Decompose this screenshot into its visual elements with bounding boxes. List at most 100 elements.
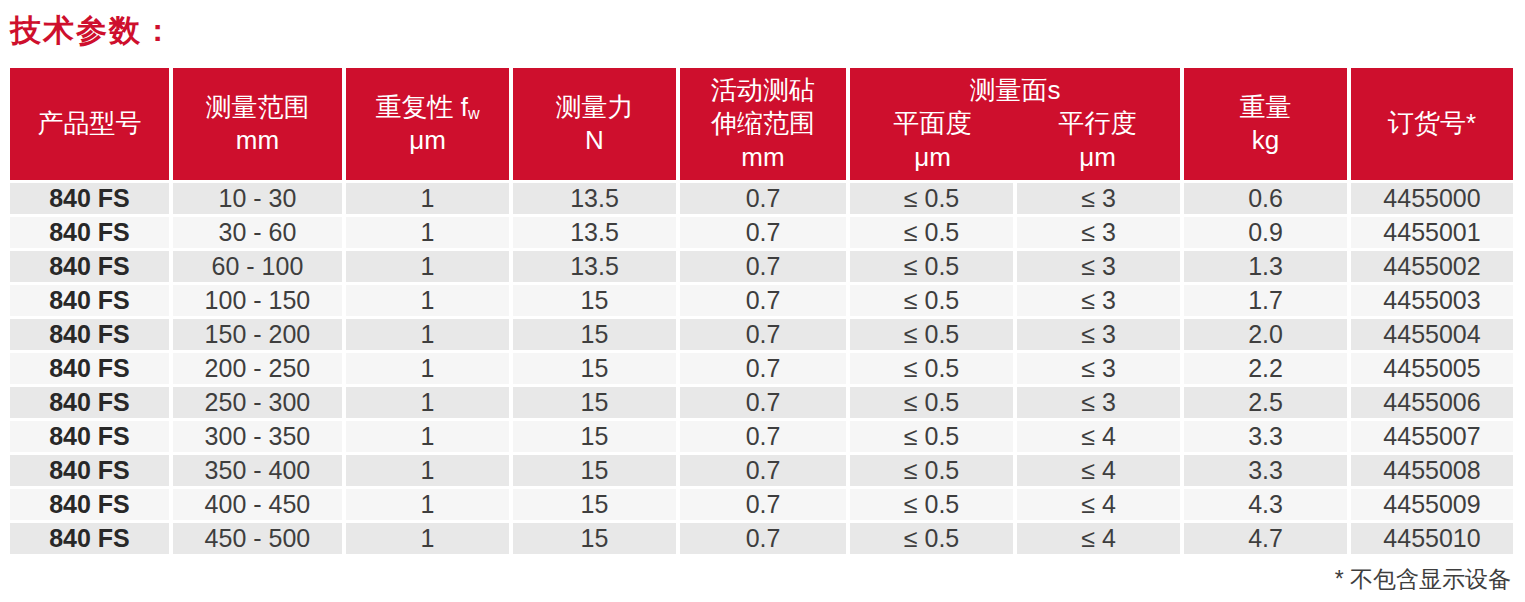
cell-repeatability: 1	[344, 182, 511, 216]
page: 技术参数 : 产品型号 测量范围 mm 重复性 fw	[0, 0, 1525, 595]
cell-order-number: 4455010	[1349, 522, 1513, 556]
cell-product-model: 840 FS	[10, 318, 171, 352]
cell-measuring-range: 150 - 200	[171, 318, 344, 352]
cell-anvil-range: 0.7	[678, 420, 848, 454]
table-row: 840 FS250 - 3001150.7≤ 0.5≤ 32.54455006	[10, 386, 1513, 420]
table-row: 840 FS450 - 5001150.7≤ 0.5≤ 44.74455010	[10, 522, 1513, 556]
cell-flatness: ≤ 0.5	[848, 488, 1015, 522]
cell-measuring-range: 300 - 350	[171, 420, 344, 454]
header-measuring-faces-title: 测量面s	[850, 74, 1180, 107]
cell-parallelism: ≤ 4	[1015, 420, 1182, 454]
cell-flatness: ≤ 0.5	[848, 352, 1015, 386]
cell-weight: 1.7	[1182, 284, 1349, 318]
cell-weight: 4.3	[1182, 488, 1349, 522]
cell-product-model: 840 FS	[10, 352, 171, 386]
table-row: 840 FS150 - 2001150.7≤ 0.5≤ 32.04455004	[10, 318, 1513, 352]
cell-product-model: 840 FS	[10, 420, 171, 454]
cell-repeatability: 1	[344, 386, 511, 420]
header-anvil-range: 活动测砧 伸缩范围 mm	[678, 68, 848, 182]
header-weight: 重量 kg	[1182, 68, 1349, 182]
cell-flatness: ≤ 0.5	[848, 386, 1015, 420]
cell-weight: 1.3	[1182, 250, 1349, 284]
cell-flatness: ≤ 0.5	[848, 284, 1015, 318]
cell-anvil-range: 0.7	[678, 284, 848, 318]
cell-flatness: ≤ 0.5	[848, 216, 1015, 250]
cell-measuring-force: 15	[511, 352, 678, 386]
cell-parallelism: ≤ 3	[1015, 386, 1182, 420]
cell-weight: 4.7	[1182, 522, 1349, 556]
cell-repeatability: 1	[344, 284, 511, 318]
cell-measuring-range: 100 - 150	[171, 284, 344, 318]
table-row: 840 FS100 - 1501150.7≤ 0.5≤ 31.74455003	[10, 284, 1513, 318]
cell-measuring-force: 15	[511, 318, 678, 352]
cell-measuring-force: 15	[511, 522, 678, 556]
cell-measuring-force: 13.5	[511, 182, 678, 216]
cell-repeatability: 1	[344, 352, 511, 386]
cell-anvil-range: 0.7	[678, 250, 848, 284]
header-product-model: 产品型号	[10, 68, 171, 182]
cell-anvil-range: 0.7	[678, 386, 848, 420]
header-measuring-force: 测量力 N	[511, 68, 678, 182]
table-row: 840 FS60 - 100113.50.7≤ 0.5≤ 31.34455002	[10, 250, 1513, 284]
cell-anvil-range: 0.7	[678, 216, 848, 250]
cell-weight: 3.3	[1182, 454, 1349, 488]
cell-anvil-range: 0.7	[678, 488, 848, 522]
cell-anvil-range: 0.7	[678, 522, 848, 556]
cell-flatness: ≤ 0.5	[848, 182, 1015, 216]
table-row: 840 FS400 - 4501150.7≤ 0.5≤ 44.34455009	[10, 488, 1513, 522]
cell-parallelism: ≤ 3	[1015, 216, 1182, 250]
cell-product-model: 840 FS	[10, 216, 171, 250]
cell-measuring-range: 30 - 60	[171, 216, 344, 250]
cell-measuring-range: 60 - 100	[171, 250, 344, 284]
table-row: 840 FS30 - 60113.50.7≤ 0.5≤ 30.94455001	[10, 216, 1513, 250]
table-row: 840 FS200 - 2501150.7≤ 0.5≤ 32.24455005	[10, 352, 1513, 386]
table-row: 840 FS300 - 3501150.7≤ 0.5≤ 43.34455007	[10, 420, 1513, 454]
cell-measuring-force: 15	[511, 284, 678, 318]
cell-product-model: 840 FS	[10, 522, 171, 556]
cell-product-model: 840 FS	[10, 284, 171, 318]
cell-flatness: ≤ 0.5	[848, 318, 1015, 352]
cell-weight: 2.5	[1182, 386, 1349, 420]
cell-order-number: 4455003	[1349, 284, 1513, 318]
table-row: 840 FS350 - 4001150.7≤ 0.5≤ 43.34455008	[10, 454, 1513, 488]
header-flatness: 平面度 μm	[850, 107, 1015, 174]
cell-repeatability: 1	[344, 318, 511, 352]
cell-measuring-force: 15	[511, 386, 678, 420]
cell-order-number: 4455006	[1349, 386, 1513, 420]
cell-weight: 3.3	[1182, 420, 1349, 454]
cell-anvil-range: 0.7	[678, 318, 848, 352]
cell-product-model: 840 FS	[10, 488, 171, 522]
cell-anvil-range: 0.7	[678, 454, 848, 488]
cell-parallelism: ≤ 4	[1015, 454, 1182, 488]
cell-flatness: ≤ 0.5	[848, 522, 1015, 556]
cell-repeatability: 1	[344, 454, 511, 488]
cell-parallelism: ≤ 3	[1015, 250, 1182, 284]
table-header: 产品型号 测量范围 mm 重复性 fw μm 测量力 N 活动测砧 伸缩范围	[10, 68, 1513, 182]
cell-flatness: ≤ 0.5	[848, 454, 1015, 488]
cell-measuring-force: 15	[511, 488, 678, 522]
cell-repeatability: 1	[344, 522, 511, 556]
header-measuring-faces-group: 测量面s 平面度 μm 平行度 μm	[848, 68, 1182, 182]
cell-product-model: 840 FS	[10, 386, 171, 420]
cell-measuring-force: 15	[511, 420, 678, 454]
cell-order-number: 4455007	[1349, 420, 1513, 454]
cell-measuring-range: 400 - 450	[171, 488, 344, 522]
cell-repeatability: 1	[344, 250, 511, 284]
cell-order-number: 4455004	[1349, 318, 1513, 352]
cell-parallelism: ≤ 4	[1015, 488, 1182, 522]
cell-product-model: 840 FS	[10, 454, 171, 488]
cell-flatness: ≤ 0.5	[848, 250, 1015, 284]
cell-measuring-force: 15	[511, 454, 678, 488]
cell-measuring-range: 10 - 30	[171, 182, 344, 216]
cell-parallelism: ≤ 3	[1015, 318, 1182, 352]
cell-measuring-range: 250 - 300	[171, 386, 344, 420]
cell-product-model: 840 FS	[10, 182, 171, 216]
cell-order-number: 4455009	[1349, 488, 1513, 522]
cell-weight: 0.9	[1182, 216, 1349, 250]
header-order-number: 订货号*	[1349, 68, 1513, 182]
cell-product-model: 840 FS	[10, 250, 171, 284]
cell-parallelism: ≤ 3	[1015, 284, 1182, 318]
cell-measuring-range: 200 - 250	[171, 352, 344, 386]
cell-anvil-range: 0.7	[678, 352, 848, 386]
header-repeatability: 重复性 fw μm	[344, 68, 511, 182]
